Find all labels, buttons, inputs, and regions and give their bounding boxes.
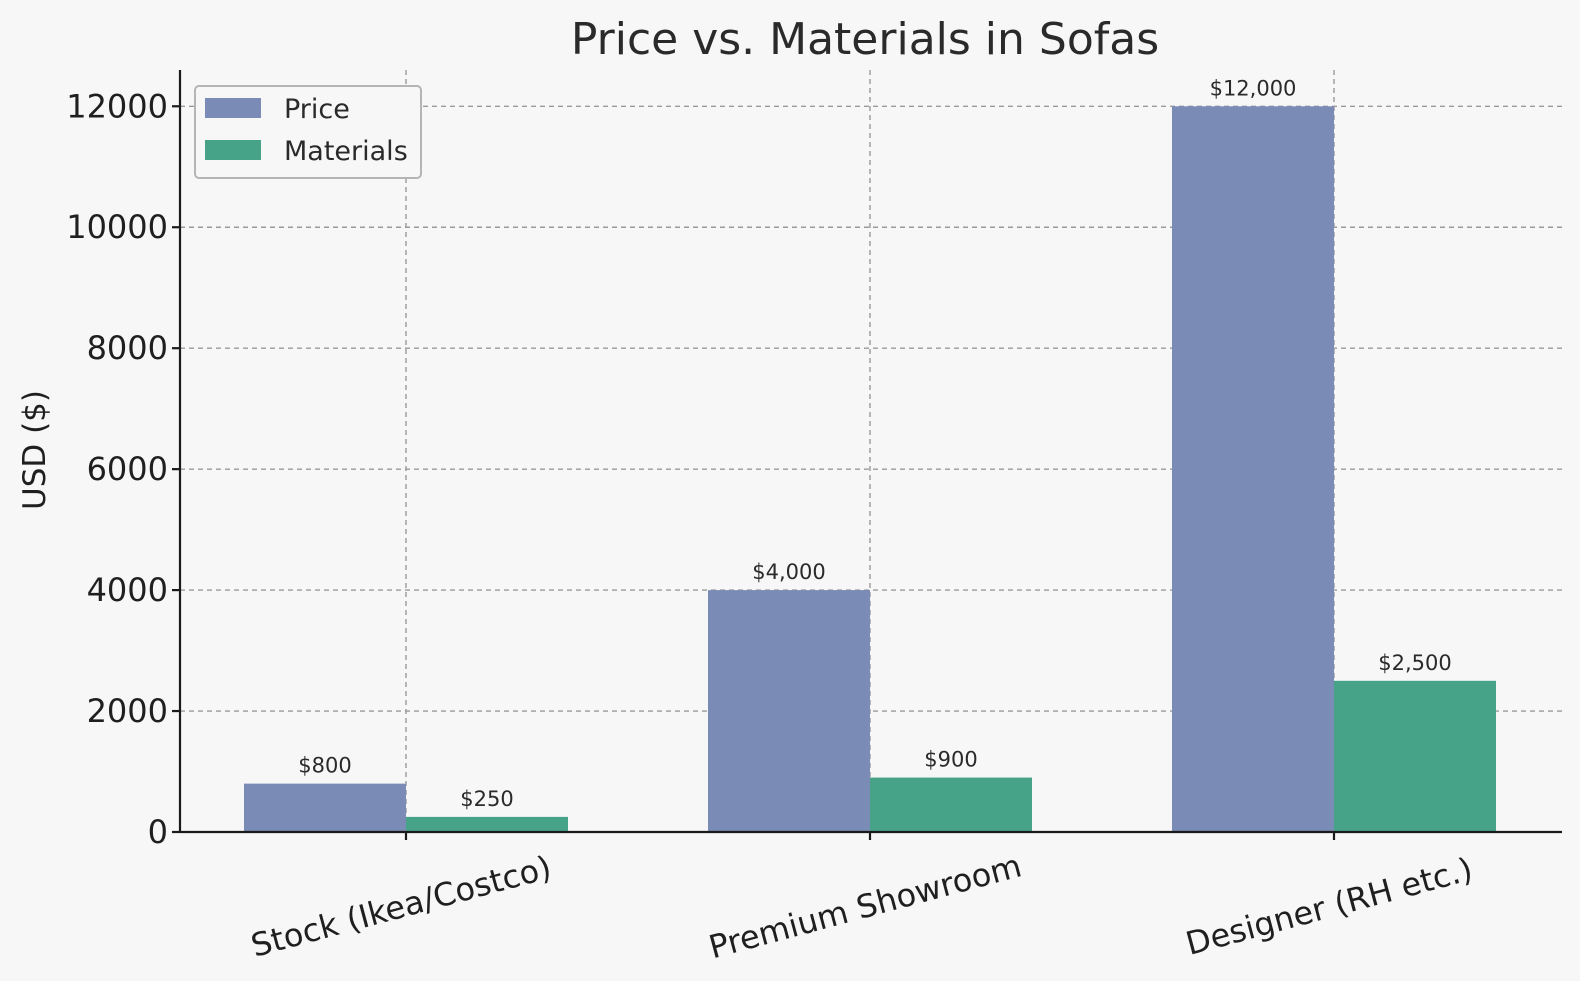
y-tick-label: 10000: [66, 208, 168, 246]
bar-value-label: $250: [460, 787, 513, 811]
legend-label-price: Price: [284, 94, 350, 125]
y-tick-label: 4000: [87, 571, 168, 609]
bar-value-label: $800: [298, 754, 351, 778]
legend-label-materials: Materials: [284, 136, 408, 167]
legend-swatch-price: [205, 98, 261, 118]
bar-value-label: $4,000: [752, 560, 825, 584]
legend: Price Materials: [194, 85, 422, 179]
x-tick-label: Stock (Ikea/Costco): [247, 848, 555, 965]
legend-swatch-materials: [205, 140, 261, 160]
bar-materials: [1334, 680, 1496, 832]
bar-value-label: $12,000: [1210, 76, 1297, 100]
bar-value-label: $2,500: [1378, 651, 1451, 675]
y-axis-label: USD ($): [17, 390, 53, 510]
y-tick-label: 12000: [66, 87, 168, 125]
bars-layer: [244, 106, 1496, 833]
y-tick-label: 6000: [87, 450, 168, 488]
bar-price: [1172, 106, 1334, 833]
axes-layer: [172, 70, 1562, 840]
bar-price: [244, 783, 406, 832]
bar-price: [708, 590, 870, 832]
bar-materials: [406, 816, 568, 832]
x-tick-label: Designer (RH etc.): [1182, 850, 1477, 963]
y-tick-label: 2000: [87, 692, 168, 730]
y-tick-label: 8000: [87, 329, 168, 367]
bar-value-label: $900: [924, 748, 977, 772]
chart-title: Price vs. Materials in Sofas: [571, 14, 1159, 65]
x-tick-label: Premium Showroom: [705, 846, 1026, 966]
y-tick-label: 0: [148, 813, 168, 851]
bar-materials: [870, 777, 1032, 832]
